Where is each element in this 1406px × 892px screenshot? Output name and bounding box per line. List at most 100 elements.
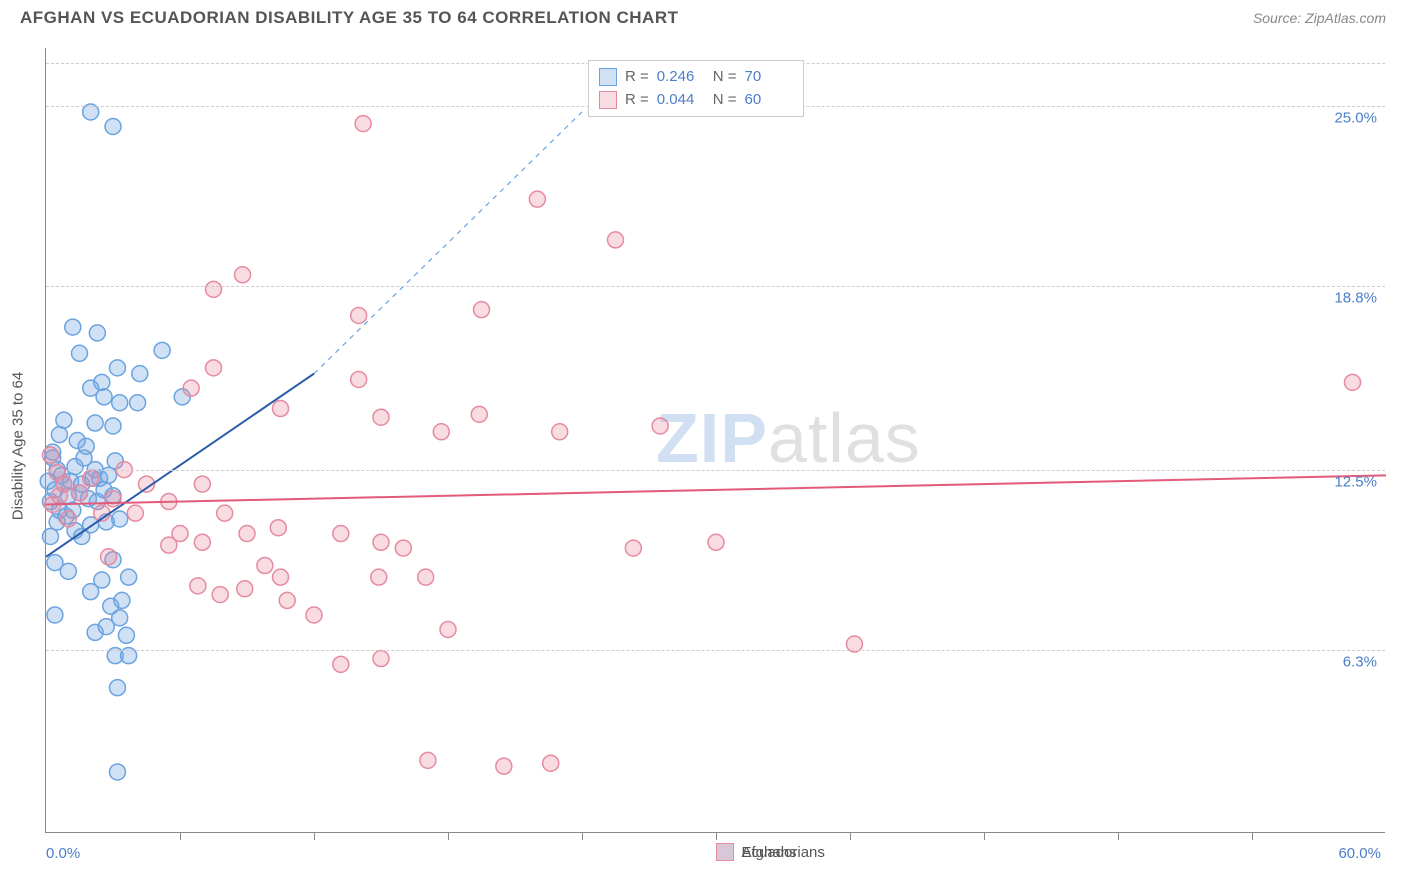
x-tick (582, 832, 583, 840)
data-point (105, 491, 121, 507)
data-point (109, 764, 125, 780)
data-point (112, 511, 128, 527)
data-point (273, 569, 289, 585)
gridline (46, 470, 1385, 471)
data-point (130, 395, 146, 411)
data-point (239, 526, 255, 542)
data-point (471, 406, 487, 422)
data-point (306, 607, 322, 623)
x-axis-label: 0.0% (46, 845, 80, 862)
data-point (333, 656, 349, 672)
legend-swatch (716, 843, 734, 861)
data-point (552, 424, 568, 440)
source-attribution: Source: ZipAtlas.com (1253, 10, 1386, 26)
x-tick (448, 832, 449, 840)
x-tick (1252, 832, 1253, 840)
data-point (127, 505, 143, 521)
data-point (72, 485, 88, 501)
legend-swatch (599, 68, 617, 86)
data-point (420, 752, 436, 768)
data-point (395, 540, 411, 556)
data-point (257, 558, 273, 574)
legend-n-label: N = (713, 66, 737, 89)
data-point (496, 758, 512, 774)
data-point (56, 476, 72, 492)
data-point (114, 592, 130, 608)
data-point (51, 427, 67, 443)
data-point (112, 395, 128, 411)
data-point (652, 418, 668, 434)
scatter-svg (46, 48, 1385, 832)
data-point (708, 534, 724, 550)
data-point (206, 360, 222, 376)
data-point (1345, 374, 1361, 390)
data-point (109, 680, 125, 696)
y-tick-label: 12.5% (1334, 473, 1377, 490)
data-point (60, 511, 76, 527)
legend-swatch (599, 91, 617, 109)
trendline (46, 475, 1386, 504)
data-point (608, 232, 624, 248)
data-point (543, 755, 559, 771)
data-point (56, 412, 72, 428)
data-point (96, 389, 112, 405)
trendline (314, 112, 582, 374)
y-tick-label: 6.3% (1343, 653, 1377, 670)
y-axis-label: Disability Age 35 to 64 (10, 372, 27, 520)
data-point (351, 371, 367, 387)
data-point (625, 540, 641, 556)
data-point (47, 607, 63, 623)
data-point (98, 619, 114, 635)
data-point (217, 505, 233, 521)
data-point (194, 476, 210, 492)
legend-row: R =0.044N =60 (599, 89, 793, 112)
x-tick (984, 832, 985, 840)
data-point (474, 302, 490, 318)
data-point (355, 116, 371, 132)
data-point (94, 572, 110, 588)
data-point (190, 578, 206, 594)
data-point (373, 651, 389, 667)
data-point (154, 342, 170, 358)
data-point (418, 569, 434, 585)
data-point (65, 319, 81, 335)
data-point (42, 447, 58, 463)
data-point (118, 627, 134, 643)
legend-r-value: 0.246 (657, 66, 705, 89)
data-point (279, 592, 295, 608)
data-point (373, 534, 389, 550)
data-point (206, 281, 222, 297)
legend-r-label: R = (625, 66, 649, 89)
data-point (273, 401, 289, 417)
data-point (270, 520, 286, 536)
data-point (371, 569, 387, 585)
gridline (46, 650, 1385, 651)
data-point (78, 438, 94, 454)
x-axis-label: 60.0% (1338, 845, 1381, 862)
legend-n-label: N = (713, 89, 737, 112)
data-point (433, 424, 449, 440)
data-point (235, 267, 251, 283)
data-point (132, 366, 148, 382)
data-point (212, 587, 228, 603)
x-tick (716, 832, 717, 840)
legend-r-value: 0.044 (657, 89, 705, 112)
y-tick-label: 25.0% (1334, 110, 1377, 127)
x-tick (180, 832, 181, 840)
data-point (42, 528, 58, 544)
data-point (72, 345, 88, 361)
data-point (94, 374, 110, 390)
data-point (237, 581, 253, 597)
legend-r-label: R = (625, 89, 649, 112)
y-tick-label: 18.8% (1334, 290, 1377, 307)
data-point (89, 325, 105, 341)
data-point (440, 621, 456, 637)
data-point (105, 418, 121, 434)
data-point (83, 470, 99, 486)
data-point (351, 307, 367, 323)
data-point (183, 380, 199, 396)
data-point (105, 119, 121, 135)
legend-n-value: 70 (745, 66, 793, 89)
legend-row: R = 0.246 N = 70 (599, 66, 793, 89)
data-point (194, 534, 210, 550)
